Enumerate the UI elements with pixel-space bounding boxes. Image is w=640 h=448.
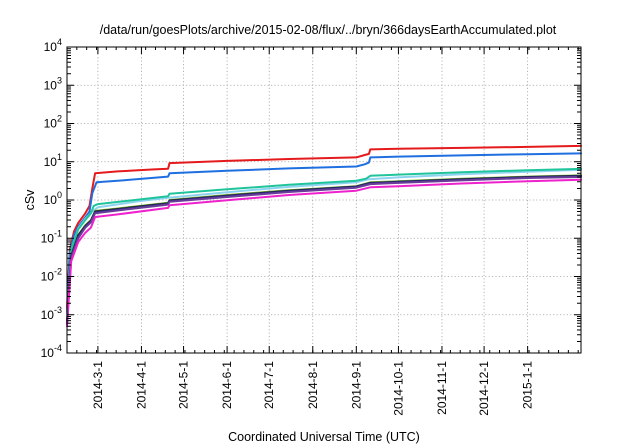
- y-tick-label: 102: [44, 114, 62, 131]
- y-tick-exponent: 2: [57, 114, 62, 124]
- series-line-4: [66, 167, 582, 313]
- chart-title: /data/run/goesPlots/archive/2015-02-08/f…: [100, 23, 557, 37]
- y-tick-exponent: -1: [54, 228, 62, 238]
- x-tick-label: 2014-8-1: [306, 361, 320, 409]
- series-line-1: [66, 144, 582, 309]
- y-tick-exponent: 1: [57, 152, 62, 162]
- y-axis-label: cSv: [23, 189, 37, 211]
- x-axis-label: Coordinated Universal Time (UTC): [228, 430, 420, 444]
- x-tick-label: 2015-1-1: [521, 361, 535, 409]
- x-tick-labels: 2014-3-1 2014-4-1 2014-5-1 2014-6-1 2014-7-1…: [91, 361, 535, 416]
- y-tick-base: 10: [41, 231, 55, 245]
- x-tick-label: 2014-11-1: [435, 361, 449, 415]
- y-tick-exponent: 4: [57, 37, 62, 47]
- y-tick-exponent: 0: [57, 190, 62, 200]
- y-tick-base: 10: [44, 40, 58, 54]
- axis-ticks: [66, 46, 581, 354]
- y-tick-base: 10: [41, 270, 55, 284]
- y-tick-base: 10: [44, 117, 58, 131]
- y-tick-exponent: -3: [54, 305, 62, 315]
- y-tick-label: 103: [44, 75, 62, 92]
- y-tick-base: 10: [41, 346, 55, 360]
- y-tick-label: 10-4: [41, 343, 62, 360]
- x-tick-label: 2014-5-1: [177, 361, 191, 409]
- x-tick-label: 2014-6-1: [220, 361, 234, 409]
- y-tick-base: 10: [44, 193, 58, 207]
- y-tick-label: 100: [44, 190, 62, 207]
- x-tick-label: 2014-12-1: [477, 361, 491, 416]
- x-tick-label: 2014-7-1: [262, 361, 276, 409]
- series-line-9: [66, 178, 582, 328]
- series-line-8: [66, 176, 582, 325]
- y-tick-exponent: 3: [57, 75, 62, 85]
- y-tick-label: 101: [44, 152, 62, 169]
- y-tick-label: 10-3: [41, 305, 62, 322]
- series-line-2: [66, 152, 582, 316]
- x-tick-label: 2014-10-1: [391, 361, 405, 416]
- y-tick-base: 10: [44, 155, 58, 169]
- y-tick-label: 10-1: [41, 228, 62, 245]
- x-tick-label: 2014-9-1: [349, 361, 363, 409]
- x-tick-label: 2014-3-1: [91, 361, 105, 409]
- y-tick-exponent: -4: [54, 343, 62, 353]
- y-tick-label: 10-2: [41, 267, 62, 284]
- y-tick-exponent: -2: [54, 267, 62, 277]
- series-lines: [66, 144, 582, 328]
- x-tick-label: 2014-4-1: [134, 361, 148, 409]
- y-tick-base: 10: [41, 308, 55, 322]
- y-tick-base: 10: [44, 78, 58, 92]
- y-tick-label: 104: [44, 37, 62, 54]
